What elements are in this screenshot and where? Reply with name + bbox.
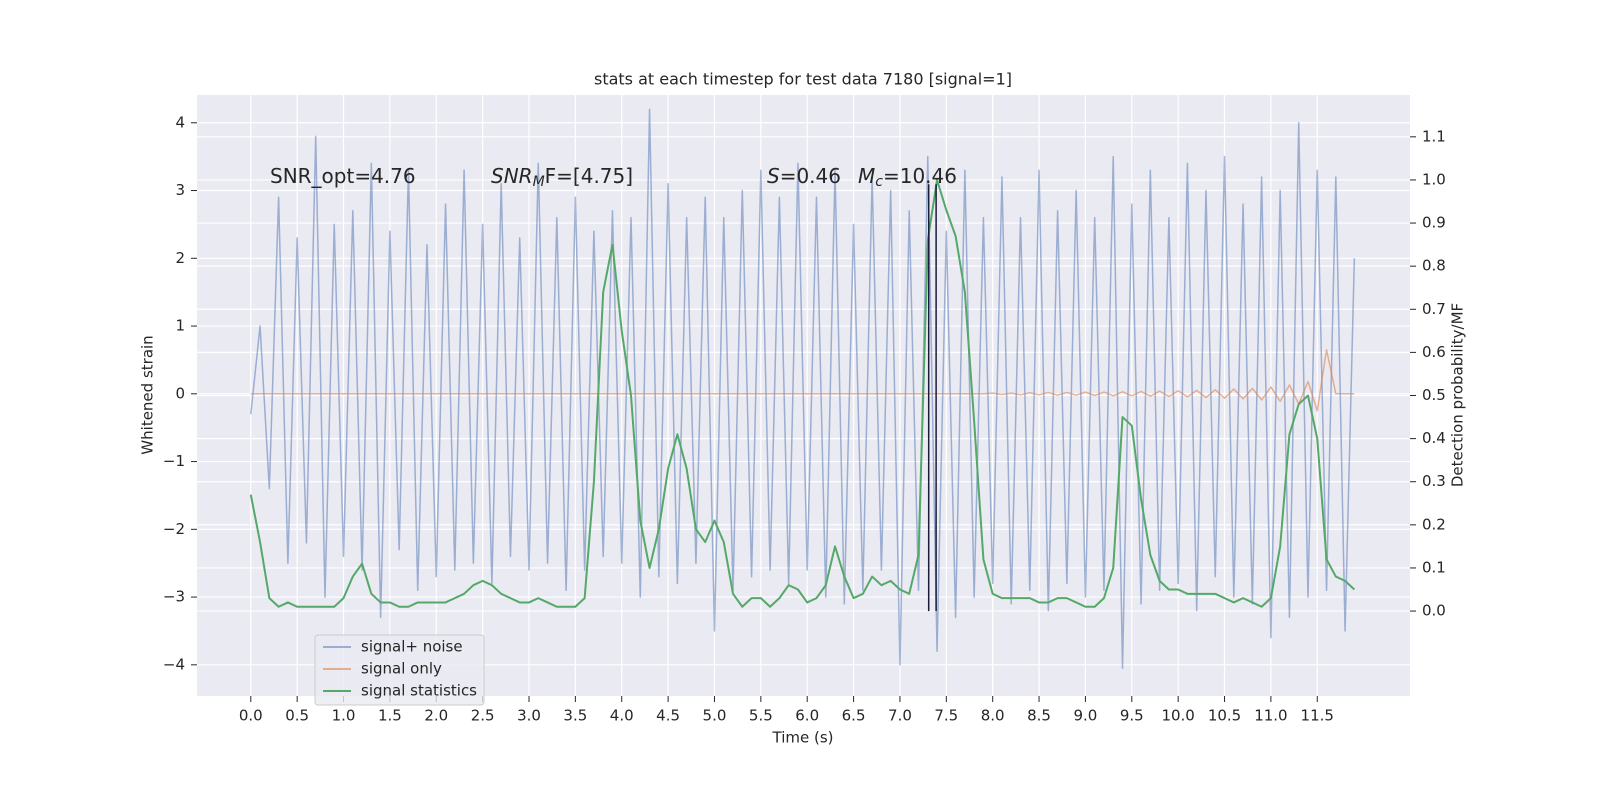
legend-box (314, 634, 485, 706)
x-axis-label: Time (s) (772, 729, 834, 747)
y2-tick-label: 0.4 (1422, 429, 1446, 447)
x-tick-label: 8.5 (1027, 707, 1051, 725)
x-tick-label: 3.0 (517, 707, 541, 725)
x-tick-label: 2.0 (424, 707, 448, 725)
legend-label: signal only (361, 660, 442, 678)
y-tick-label: 4 (175, 113, 185, 131)
series-line (250, 108, 1356, 669)
y-tick-label: −1 (163, 452, 185, 470)
annotation: Mc=10.46 (858, 163, 957, 190)
annotation: SNRMF=[4.75] (491, 163, 633, 190)
x-tick-label: 5.5 (749, 707, 773, 725)
annotation-part: c (875, 174, 883, 190)
annotation-part: M (858, 163, 875, 187)
y2-tick-label: 0.0 (1422, 602, 1446, 620)
y2-tick-label: 0.9 (1422, 214, 1446, 232)
y2-tick-label: 0.6 (1422, 343, 1446, 361)
x-tick-label: 0.0 (239, 707, 263, 725)
chart-title: stats at each timestep for test data 718… (594, 70, 1012, 89)
y-tick-label: 1 (175, 317, 185, 335)
x-tick-label: 4.5 (656, 707, 680, 725)
x-tick-label: 4.0 (610, 707, 634, 725)
y-tick-label: 3 (175, 181, 185, 199)
series-line (249, 178, 1356, 608)
x-tick-label: 10.0 (1161, 707, 1194, 725)
y-tick-label: −2 (163, 520, 185, 538)
y2-tick-label: 0.1 (1422, 558, 1446, 576)
annotation-part: S (767, 163, 780, 187)
x-tick-label: 1.5 (378, 707, 402, 725)
annotation-part: F=[4.75] (545, 163, 633, 187)
y2-tick-label: 0.3 (1422, 472, 1446, 490)
annotation-part: =0.46 (780, 163, 841, 187)
x-tick-label: 7.5 (934, 707, 958, 725)
x-tick-label: 9.0 (1073, 707, 1097, 725)
y-axis-label: Whitened strain (139, 335, 157, 454)
y2-tick-label: 0.2 (1422, 515, 1446, 533)
x-tick-label: 6.5 (842, 707, 866, 725)
x-tick-label: 2.5 (471, 707, 495, 725)
annotation-part: SNR (491, 163, 533, 187)
y2-tick-label: 1.0 (1422, 170, 1446, 188)
x-tick-label: 5.0 (703, 707, 727, 725)
y-tick-label: −3 (163, 588, 185, 606)
x-tick-label: 9.5 (1120, 707, 1144, 725)
y-tick-label: −4 (163, 655, 185, 673)
y-tick-label: 0 (175, 384, 185, 402)
series-line (250, 349, 1355, 412)
x-tick-label: 7.0 (888, 707, 912, 725)
annotation-part: M (533, 174, 545, 190)
annotation: S=0.46 (767, 163, 841, 187)
x-tick-label: 11.0 (1254, 707, 1287, 725)
y-tick-label: 2 (175, 249, 185, 267)
x-tick-label: 1.0 (332, 707, 356, 725)
y2-tick-label: 1.1 (1422, 127, 1446, 145)
y2-axis-label: Detection probability/MF (1449, 303, 1467, 487)
x-tick-label: 0.5 (285, 707, 309, 725)
y2-tick-label: 0.8 (1422, 257, 1446, 275)
annotation: SNR_opt=4.76 (270, 163, 416, 187)
x-tick-label: 11.5 (1301, 707, 1334, 725)
x-tick-label: 8.0 (981, 707, 1005, 725)
annotation-part: SNR_opt=4.76 (270, 163, 416, 187)
x-tick-label: 3.5 (563, 707, 587, 725)
y2-tick-label: 0.7 (1422, 300, 1446, 318)
y2-tick-label: 0.5 (1422, 386, 1446, 404)
x-tick-label: 6.0 (795, 707, 819, 725)
x-tick-label: 10.5 (1208, 707, 1241, 725)
legend-label: signal statistics (361, 682, 477, 700)
annotation-part: =10.46 (883, 163, 957, 187)
legend-label: signal+ noise (361, 638, 463, 656)
